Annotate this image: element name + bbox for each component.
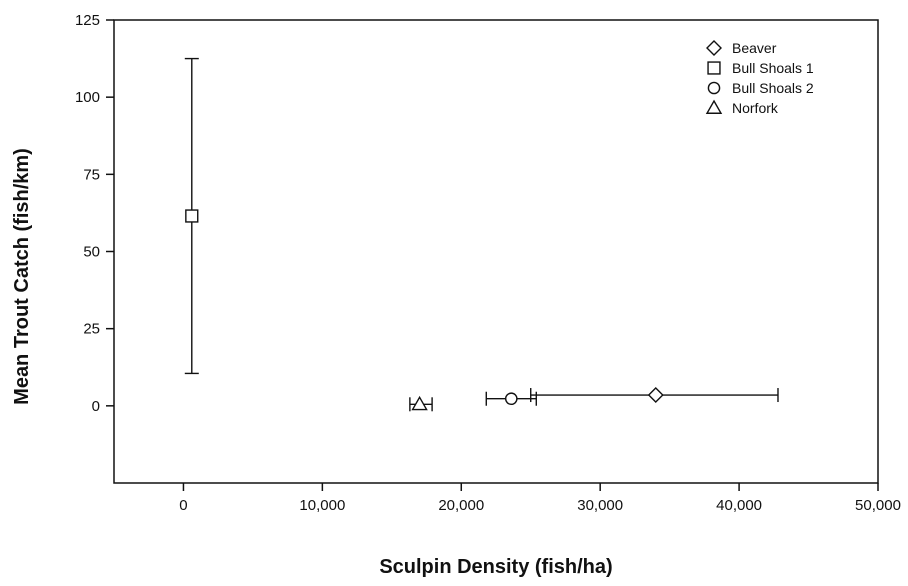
- y-tick-label: 50: [83, 244, 100, 261]
- data-point-triangle: [411, 395, 428, 411]
- y-tick-label: 75: [83, 166, 100, 183]
- legend-marker-triangle: [705, 99, 723, 114]
- legend-marker-diamond: [706, 40, 722, 56]
- x-axis: 0 10,000 20,000 30,000 40,000 50,000: [179, 483, 901, 514]
- series-bull-shoals-2: [485, 391, 537, 406]
- y-tick-label: 100: [75, 89, 100, 106]
- legend-label: Bull Shoals 2: [732, 80, 814, 96]
- y-tick-label: 0: [92, 398, 100, 415]
- x-tick-label: 10,000: [299, 497, 345, 514]
- x-tick-label: 20,000: [438, 497, 484, 514]
- y-axis-title: Mean Trout Catch (fish/km): [11, 148, 33, 405]
- x-tick-label: 40,000: [716, 497, 762, 514]
- x-tick-label: 50,000: [855, 497, 901, 514]
- series-beaver: [530, 387, 779, 404]
- y-axis: 0 25 50 75 100 125: [75, 12, 114, 415]
- legend-item: Bull Shoals 2: [707, 80, 814, 96]
- legend-marker-square: [707, 61, 721, 75]
- x-axis-title: Sculpin Density (fish/ha): [379, 556, 612, 578]
- legend-label: Norfork: [732, 100, 779, 116]
- legend-label: Bull Shoals 1: [732, 60, 814, 76]
- legend-item: Beaver: [706, 40, 777, 56]
- series-layer: [184, 57, 779, 412]
- data-point-square: [185, 209, 199, 223]
- legend-marker-circle: [707, 81, 721, 95]
- y-tick-label: 25: [83, 321, 100, 338]
- legend-item: Bull Shoals 1: [707, 60, 814, 76]
- data-point-diamond: [647, 387, 664, 404]
- x-tick-label: 30,000: [577, 497, 623, 514]
- legend-item: Norfork: [705, 99, 779, 116]
- series-norfork: [409, 395, 433, 412]
- y-tick-label: 125: [75, 12, 100, 29]
- x-tick-label: 0: [179, 497, 187, 514]
- data-point-circle: [504, 392, 518, 406]
- series-bull-shoals-1: [184, 57, 199, 375]
- legend: Beaver Bull Shoals 1 Bull Shoals 2 Norfork: [705, 40, 814, 116]
- legend-label: Beaver: [732, 40, 777, 56]
